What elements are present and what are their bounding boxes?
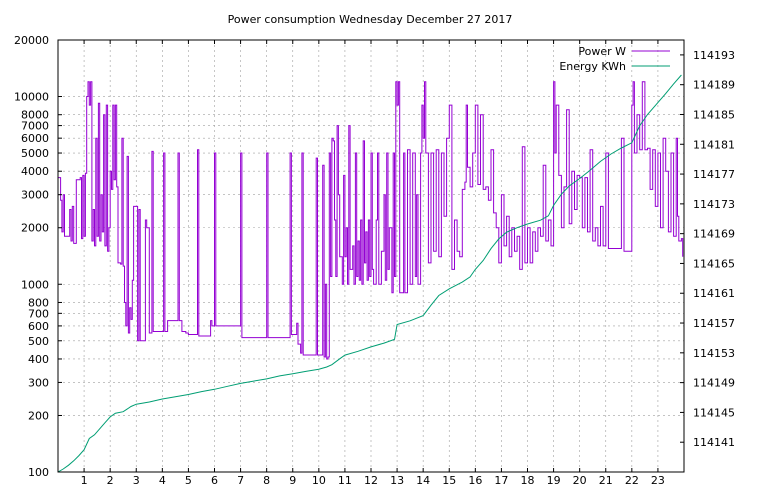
legend: Power W Energy KWh <box>559 45 670 73</box>
y-tick-label: 1000 <box>21 278 49 291</box>
y-tick-label: 5000 <box>21 147 49 160</box>
y-tick-label: 700 <box>28 307 49 320</box>
x-tick-label: 4 <box>159 474 166 487</box>
y2-tick-label: 114185 <box>693 108 735 121</box>
legend-label: Energy KWh <box>559 60 626 73</box>
x-tick-label: 20 <box>573 474 587 487</box>
x-tick-label: 1 <box>81 474 88 487</box>
y-tick-label: 3000 <box>21 189 49 202</box>
y2-tick-label: 114189 <box>693 79 735 92</box>
x-tick-label: 3 <box>133 474 140 487</box>
x-tick-label: 2 <box>107 474 114 487</box>
y2-tick-label: 114161 <box>693 287 735 300</box>
y-tick-label: 100 <box>28 466 49 479</box>
x-tick-label: 8 <box>263 474 270 487</box>
legend-label: Power W <box>578 45 626 58</box>
power-series-line <box>58 81 684 360</box>
x-tick-label: 19 <box>547 474 561 487</box>
y-tick-label: 400 <box>28 353 49 366</box>
x-tick-label: 17 <box>494 474 508 487</box>
y-tick-label: 8000 <box>21 109 49 122</box>
y-tick-label: 200 <box>28 409 49 422</box>
energy-series-line <box>57 74 682 473</box>
y2-tick-label: 114193 <box>693 49 735 62</box>
x-tick-label: 10 <box>312 474 326 487</box>
x-tick-label: 12 <box>364 474 378 487</box>
tick-layer: 1 2 3 4 5 6 7 8 9 10 11 12 13 14 15 16 17 18 19 20 21 22 23100… <box>14 34 735 487</box>
y-tick-label: 20000 <box>14 34 49 47</box>
x-tick-label: 23 <box>651 474 665 487</box>
y2-tick-label: 114173 <box>693 198 735 211</box>
y-tick-label: 2000 <box>21 222 49 235</box>
x-tick-label: 15 <box>442 474 456 487</box>
x-tick-label: 7 <box>237 474 244 487</box>
y-tick-label: 600 <box>28 320 49 333</box>
x-tick-label: 22 <box>625 474 639 487</box>
y-tick-label: 500 <box>28 335 49 348</box>
y2-tick-label: 114141 <box>693 436 735 449</box>
x-tick-label: 9 <box>289 474 296 487</box>
y-tick-label: 10000 <box>14 91 49 104</box>
x-tick-label: 5 <box>185 474 192 487</box>
chart-title: Power consumption Wednesday December 27 … <box>228 13 513 26</box>
x-tick-label: 16 <box>468 474 482 487</box>
y-tick-label: 300 <box>28 376 49 389</box>
y-tick-label: 7000 <box>21 120 49 133</box>
y2-tick-label: 114169 <box>693 228 735 241</box>
y2-tick-label: 114145 <box>693 406 735 419</box>
x-tick-label: 21 <box>599 474 613 487</box>
series-layer <box>57 74 684 473</box>
y2-tick-label: 114181 <box>693 138 735 151</box>
y2-tick-label: 114149 <box>693 377 735 390</box>
y-tick-label: 6000 <box>21 132 49 145</box>
x-tick-label: 11 <box>338 474 352 487</box>
x-tick-label: 13 <box>390 474 404 487</box>
y2-tick-label: 114165 <box>693 257 735 270</box>
y2-tick-label: 114153 <box>693 347 735 360</box>
y-tick-label: 800 <box>28 296 49 309</box>
y2-tick-label: 114157 <box>693 317 735 330</box>
x-tick-label: 6 <box>211 474 218 487</box>
x-tick-label: 18 <box>521 474 535 487</box>
y-tick-label: 4000 <box>21 165 49 178</box>
x-tick-label: 14 <box>416 474 430 487</box>
y2-tick-label: 114177 <box>693 168 735 181</box>
